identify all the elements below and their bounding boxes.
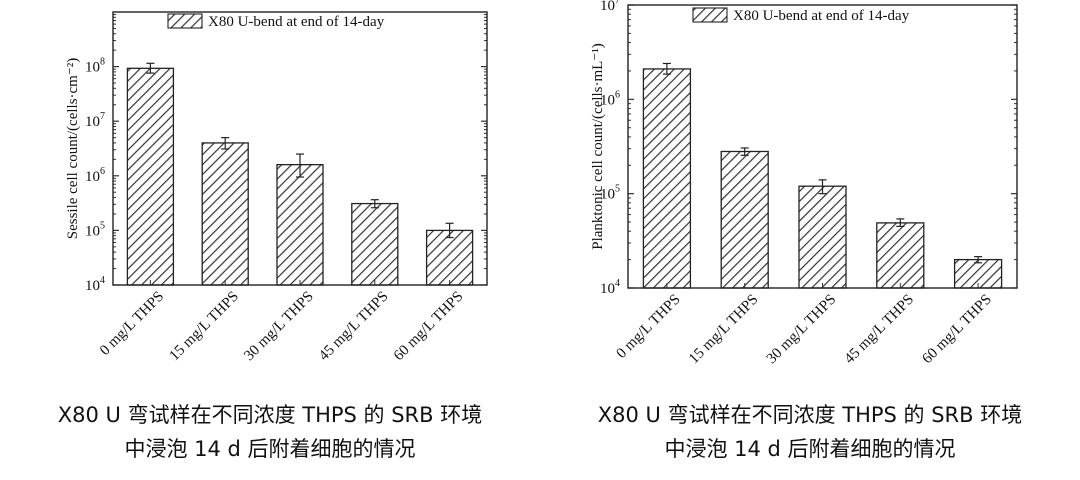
caption-right-line1: X80 U 弯试样在不同浓度 THPS 的 SRB 环境 <box>597 403 1023 427</box>
bar <box>201 142 249 286</box>
x-tick-label: 60 mg/L THPS <box>919 292 995 368</box>
bar <box>351 202 399 286</box>
bar <box>720 150 769 289</box>
legend-swatch <box>167 13 203 29</box>
y-tick-label: 107 <box>85 111 105 130</box>
x-tick-label: 45 mg/L THPS <box>842 292 918 368</box>
x-tick-label: 30 mg/L THPS <box>241 289 317 365</box>
y-tick-label-exp: 5 <box>100 220 105 231</box>
y-tick-label-base: 10 <box>85 169 100 185</box>
y-tick-label-exp: 7 <box>615 0 620 6</box>
y-tick-label-exp: 5 <box>615 184 620 195</box>
y-tick-label-exp: 4 <box>100 275 105 286</box>
x-tick-label: 0 mg/L THPS <box>97 289 167 359</box>
y-tick-label: 107 <box>600 0 620 14</box>
bar <box>642 68 692 289</box>
y-tick-label: 106 <box>600 89 620 108</box>
caption-left: X80 U 弯试样在不同浓度 THPS 的 SRB 环境 中浸泡 14 d 后附… <box>0 398 540 466</box>
y-tick-label: 105 <box>600 184 620 203</box>
caption-left-line1: X80 U 弯试样在不同浓度 THPS 的 SRB 环境 <box>57 403 483 427</box>
y-axis-label: Planktonic cell count/(cells·mL⁻¹) <box>590 43 606 250</box>
x-tick-label: 15 mg/L THPS <box>686 292 762 368</box>
x-tick-label: 30 mg/L THPS <box>764 292 840 368</box>
x-tick-label: 0 mg/L THPS <box>613 292 683 362</box>
bar <box>876 222 925 289</box>
bar <box>126 67 175 286</box>
caption-left-line2: 中浸泡 14 d 后附着细胞的情况 <box>124 437 416 461</box>
bar <box>425 229 474 286</box>
bar <box>276 164 324 286</box>
y-tick-label-exp: 6 <box>100 166 105 177</box>
y-axis-label: Sessile cell count/(cells·cm⁻²) <box>65 58 81 240</box>
y-tick-label-exp: 6 <box>615 89 620 100</box>
y-tick-label-base: 10 <box>85 223 100 239</box>
legend-swatch <box>692 7 728 23</box>
y-tick-label-exp: 7 <box>100 111 105 122</box>
y-tick-label: 106 <box>85 166 105 185</box>
bar <box>798 185 847 289</box>
caption-right: X80 U 弯试样在不同浓度 THPS 的 SRB 环境 中浸泡 14 d 后附… <box>540 398 1080 466</box>
y-tick-label-base: 10 <box>85 278 100 294</box>
x-tick-label: 60 mg/L THPS <box>391 289 467 365</box>
caption-right-line2: 中浸泡 14 d 后附着细胞的情况 <box>664 437 956 461</box>
y-tick-label-exp: 8 <box>100 57 105 68</box>
plot-frame <box>112 11 488 286</box>
y-tick-label: 105 <box>85 220 105 239</box>
x-tick-label: 45 mg/L THPS <box>316 289 392 365</box>
y-tick-label-base: 10 <box>600 0 615 14</box>
plot-frame <box>627 4 1018 289</box>
y-tick-label-base: 10 <box>600 281 615 297</box>
y-tick-label-base: 10 <box>600 187 615 203</box>
y-tick-label-base: 10 <box>600 92 615 108</box>
legend-label: X80 U-bend at end of 14-day <box>733 8 910 24</box>
x-tick-label: 15 mg/L THPS <box>166 289 242 365</box>
y-tick-label-exp: 4 <box>615 278 620 289</box>
y-tick-label-base: 10 <box>85 60 100 76</box>
y-tick-label: 108 <box>85 57 105 76</box>
y-tick-label: 104 <box>85 275 105 294</box>
legend-label: X80 U-bend at end of 14-day <box>208 14 385 30</box>
y-tick-label-base: 10 <box>85 114 100 130</box>
y-tick-label: 104 <box>600 278 620 297</box>
